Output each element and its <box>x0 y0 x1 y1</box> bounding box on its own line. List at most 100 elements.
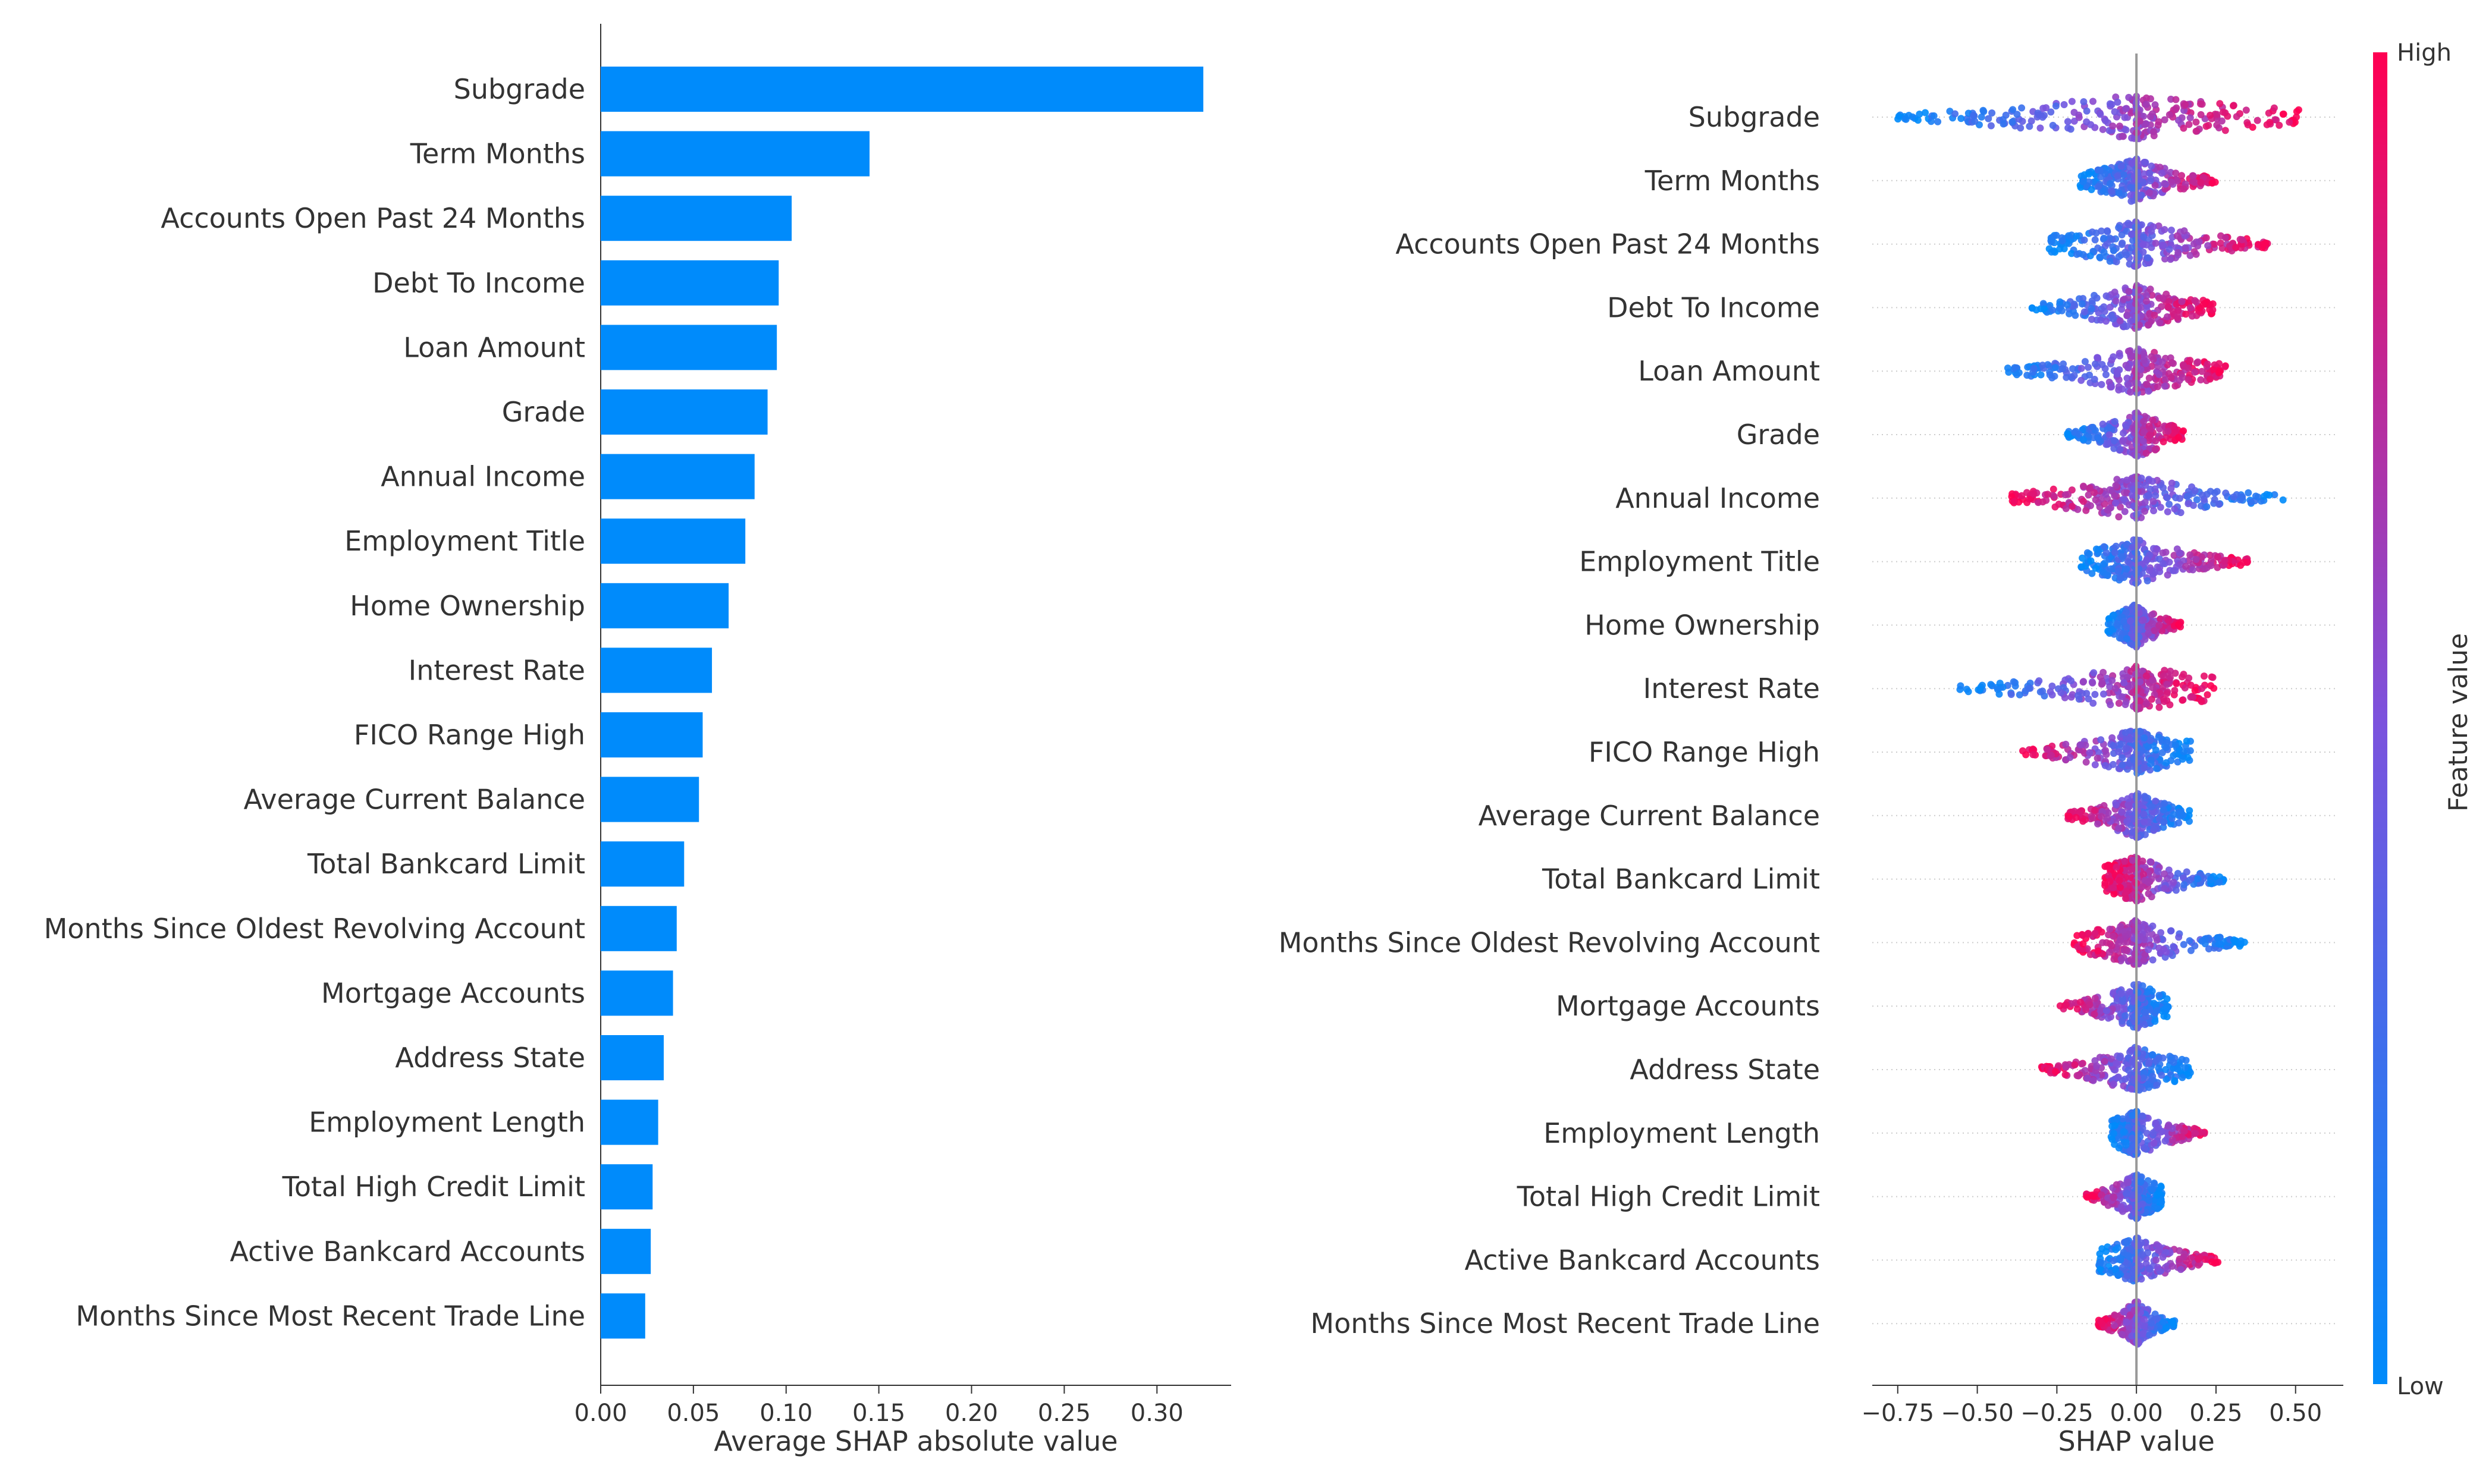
bar-label-active-bankcard-accounts: Active Bankcard Accounts <box>230 1235 585 1268</box>
beeswarm-point <box>2093 546 2100 553</box>
beeswarm-point <box>2183 493 2190 500</box>
beeswarm-point <box>2111 492 2118 499</box>
beeswarm-point <box>2123 323 2130 330</box>
beeswarm-point <box>2203 234 2210 241</box>
beeswarm-point <box>2182 563 2189 570</box>
beeswarm-point <box>2080 178 2087 186</box>
beeswarm-point <box>2080 678 2087 686</box>
beeswarm-point <box>2186 807 2193 814</box>
beeswarm-point <box>2092 360 2099 367</box>
beeswarm-point <box>2118 553 2126 560</box>
beeswarm-point <box>2165 501 2173 508</box>
beeswarm-point <box>2086 749 2093 756</box>
beeswarm-point <box>2124 558 2132 565</box>
beeswarm-point <box>2095 947 2102 954</box>
beeswarm-point <box>2123 251 2130 259</box>
beeswarm-point <box>2154 1007 2161 1014</box>
beeswarm-point <box>2123 312 2130 319</box>
beeswarm-point <box>2143 297 2150 304</box>
beeswarm-point <box>1931 112 1938 120</box>
beeswarm-point <box>2116 700 2123 707</box>
beeswarm-point <box>2091 807 2098 814</box>
beeswarm-point <box>2179 812 2186 819</box>
beeswarm-point <box>2086 1001 2093 1008</box>
beeswarm-point <box>2245 489 2252 496</box>
bar-employment-length <box>601 1100 658 1145</box>
beeswarm-point <box>2071 109 2078 116</box>
beeswarm-point <box>2148 760 2155 768</box>
beeswarm-point <box>2180 427 2187 435</box>
beeswarm-point <box>2097 736 2104 743</box>
beeswarm-point <box>2129 1112 2136 1119</box>
beeswarm-point <box>2098 381 2105 388</box>
beeswarm-point <box>2081 309 2088 316</box>
beeswarm-point <box>2080 483 2087 490</box>
beeswarm-point <box>2160 294 2167 301</box>
beeswarm-point <box>2104 571 2111 578</box>
beeswarm-point <box>2145 322 2152 329</box>
bar-chart-x-tick-label: 0.15 <box>852 1400 905 1427</box>
beeswarm-point <box>2175 933 2182 941</box>
beeswarm-point <box>2039 498 2047 505</box>
beeswarm-point <box>2064 431 2071 438</box>
beeswarm-point <box>2159 359 2166 366</box>
beeswarm-point <box>2118 809 2125 816</box>
bar-term-months <box>601 131 870 177</box>
beeswarm-label-subgrade: Subgrade <box>1688 101 1820 133</box>
beeswarm-point <box>2152 240 2160 247</box>
beeswarm-point <box>2140 810 2147 818</box>
beeswarm-point <box>2097 173 2104 180</box>
beeswarm-point <box>2160 560 2167 567</box>
beeswarm-point <box>2094 354 2101 361</box>
beeswarm-point <box>2215 941 2223 948</box>
beeswarm-point <box>2118 163 2125 170</box>
beeswarm-point <box>2111 288 2118 295</box>
beeswarm-point <box>2153 1081 2160 1089</box>
beeswarm-point <box>2098 1191 2105 1199</box>
beeswarm-point <box>2221 557 2229 564</box>
beeswarm-point <box>2123 476 2130 483</box>
bar-accounts-open-past-24-months <box>601 196 792 241</box>
beeswarm-point <box>2030 365 2038 372</box>
bar-mortgage-accounts <box>601 970 673 1015</box>
beeswarm-point <box>2183 737 2190 744</box>
beeswarm-point <box>2144 254 2151 262</box>
beeswarm-point <box>2039 687 2046 694</box>
beeswarm-point <box>2173 680 2180 687</box>
beeswarm-point <box>2152 1120 2159 1127</box>
beeswarm-point <box>2115 825 2122 832</box>
beeswarm-point <box>2160 672 2167 680</box>
beeswarm-point <box>2154 1205 2161 1212</box>
beeswarm-point <box>1995 690 2003 697</box>
beeswarm-point <box>2092 930 2099 937</box>
beeswarm-label-total-bankcard-limit: Total Bankcard Limit <box>1542 863 1820 895</box>
beeswarm-point <box>2167 374 2174 381</box>
beeswarm-point <box>2149 620 2157 627</box>
beeswarm-point <box>2120 680 2127 687</box>
beeswarm-point <box>2205 945 2212 952</box>
beeswarm-point <box>2127 1005 2135 1013</box>
beeswarm-point <box>2113 801 2120 809</box>
bar-label-total-high-credit-limit: Total High Credit Limit <box>282 1171 585 1203</box>
beeswarm-point <box>2151 312 2158 319</box>
beeswarm-point <box>2152 446 2159 453</box>
beeswarm-point <box>2089 424 2096 431</box>
beeswarm-point <box>2128 134 2135 142</box>
beeswarm-point <box>2122 895 2129 902</box>
beeswarm-point <box>2062 741 2069 748</box>
beeswarm-point <box>2117 446 2124 453</box>
beeswarm-label-grade: Grade <box>1737 419 1820 451</box>
beeswarm-point <box>2148 803 2155 810</box>
beeswarm-point <box>2049 691 2056 699</box>
beeswarm-point <box>2168 227 2175 234</box>
beeswarm-label-accounts-open-past-24-months: Accounts Open Past 24 Months <box>1395 228 1820 260</box>
beeswarm-point <box>2148 893 2155 900</box>
beeswarm-point <box>2124 382 2132 389</box>
beeswarm-point <box>2180 186 2187 193</box>
beeswarm-point <box>2117 884 2124 891</box>
bar-subgrade <box>601 67 1203 112</box>
beeswarm-point <box>2083 118 2090 125</box>
beeswarm-point <box>2066 813 2073 820</box>
beeswarm-point <box>2138 366 2145 373</box>
beeswarm-point <box>2230 102 2237 109</box>
